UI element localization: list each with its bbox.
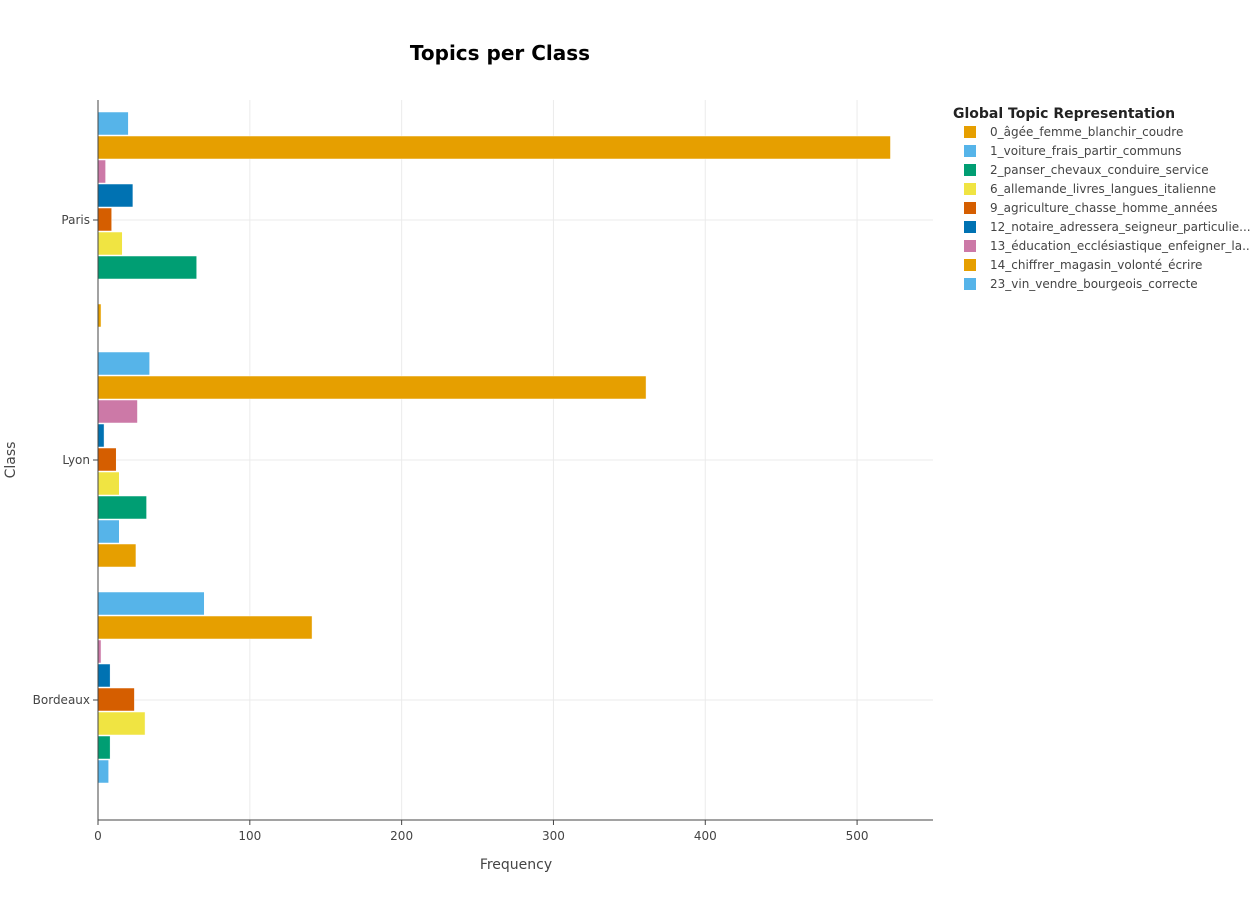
bar [97, 711, 146, 736]
x-tick-label: 400 [694, 829, 717, 843]
legend-item-label[interactable]: 2_panser_chevaux_conduire_service [990, 163, 1209, 177]
x-axis-ticks: 0 100 200 300 400 500 [94, 820, 869, 843]
bar [97, 375, 647, 400]
bar [97, 495, 147, 520]
bar [97, 591, 205, 616]
bar [97, 687, 135, 712]
bar [97, 423, 105, 448]
legend-swatch[interactable] [964, 221, 976, 233]
bar [97, 351, 150, 376]
legend-swatch[interactable] [964, 240, 976, 252]
legend-swatch[interactable] [964, 126, 976, 138]
legend-item-label[interactable]: 23_vin_vendre_bourgeois_correcte [990, 277, 1198, 291]
legend-swatch[interactable] [964, 278, 976, 290]
legend-item-label[interactable]: 14_chiffrer_magasin_volonté_écrire [990, 258, 1202, 272]
y-tick-label: Lyon [62, 453, 90, 467]
chart-title: Topics per Class [410, 41, 590, 65]
bar [97, 615, 313, 640]
bar [97, 159, 106, 184]
bar [97, 231, 123, 256]
legend-item-label[interactable]: 9_agriculture_chasse_homme_années [990, 201, 1218, 215]
y-axis-ticks: Paris Lyon Bordeaux [33, 213, 98, 707]
legend-swatch[interactable] [964, 183, 976, 195]
legend-item-label[interactable]: 6_allemande_livres_langues_italienne [990, 182, 1216, 196]
y-axis-title: Class [3, 442, 19, 479]
legend-swatch[interactable] [964, 164, 976, 176]
legend-item-label[interactable]: 1_voiture_frais_partir_communs [990, 144, 1182, 158]
bar [97, 519, 120, 544]
legend-swatch[interactable] [964, 145, 976, 157]
legend-item-label[interactable]: 12_notaire_adressera_seigneur_particulie… [990, 220, 1250, 234]
bar [97, 471, 120, 496]
bars [97, 111, 891, 784]
gridlines [98, 100, 933, 820]
bar [97, 663, 111, 688]
x-tick-label: 200 [390, 829, 413, 843]
legend-title: Global Topic Representation [953, 106, 1175, 122]
bar [97, 399, 138, 424]
bar [97, 543, 137, 568]
bar [97, 207, 112, 232]
legend: Global Topic Representation 0_âgée_femme… [953, 106, 1250, 291]
bar [97, 447, 117, 472]
bar [97, 111, 129, 136]
y-tick-label: Paris [61, 213, 90, 227]
bar [97, 255, 197, 280]
bar [97, 183, 134, 208]
y-tick-label: Bordeaux [33, 693, 90, 707]
legend-item-label[interactable]: 0_âgée_femme_blanchir_coudre [990, 125, 1183, 139]
x-axis-title: Frequency [480, 857, 552, 873]
legend-swatch[interactable] [964, 202, 976, 214]
x-tick-label: 0 [94, 829, 102, 843]
legend-item-label[interactable]: 13_éducation_ecclésiastique_enfeigner_la… [990, 239, 1250, 253]
x-tick-label: 100 [238, 829, 261, 843]
x-tick-label: 500 [846, 829, 869, 843]
legend-swatch[interactable] [964, 259, 976, 271]
x-tick-label: 300 [542, 829, 565, 843]
bar [97, 759, 109, 784]
bar [97, 735, 111, 760]
bar [97, 135, 891, 160]
